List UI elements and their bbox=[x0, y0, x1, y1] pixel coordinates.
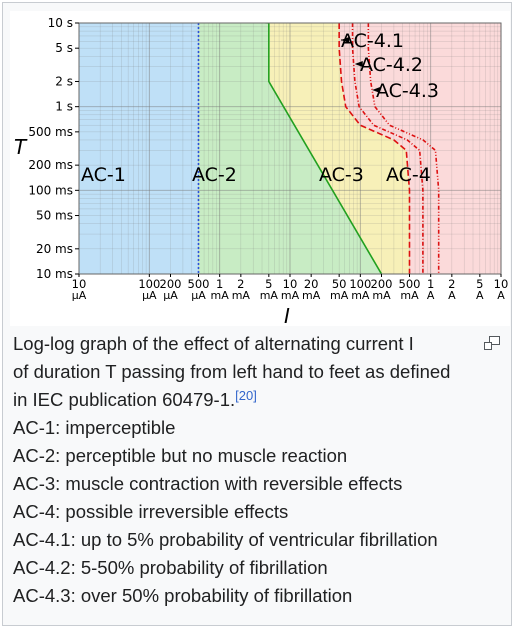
zone-label-ac1: AC-1 bbox=[81, 164, 126, 186]
x-tick-unit: mA bbox=[351, 289, 370, 302]
curve-ac4-1 bbox=[338, 23, 411, 274]
caption-line: AC-4: possible irreversible effects bbox=[13, 501, 289, 522]
reference-link[interactable]: [20] bbox=[235, 388, 257, 403]
curve-label-ac4-3: AC-4.3 bbox=[376, 80, 439, 102]
x-tick-unit: mA bbox=[330, 289, 349, 302]
curve-ac4-3 bbox=[367, 23, 440, 274]
figure-caption: Log-log graph of the effect of alternati… bbox=[13, 330, 503, 610]
x-tick-unit: mA bbox=[400, 289, 419, 302]
enlarge-icon[interactable] bbox=[484, 336, 500, 350]
iec-60479-chart[interactable]: 10 s 5 s 2 s 1 s 500 ms 200 ms 100 ms 50 ms 20 m… bbox=[10, 11, 510, 326]
caption-line: in IEC publication 60479-1.[20] bbox=[13, 388, 257, 410]
x-tick-unit: A bbox=[476, 289, 484, 302]
x-tick-label: 2 bbox=[237, 277, 244, 291]
arrow-ac4-3-head bbox=[372, 87, 381, 93]
x-tick-unit: mA bbox=[211, 289, 230, 302]
x-tick-label: 2 bbox=[448, 277, 455, 291]
x-tick-unit: mA bbox=[260, 289, 279, 302]
caption-line: AC-4.3: over 50% probability of fibrilla… bbox=[13, 585, 353, 606]
curve-label-ac4-1: AC-4.1 bbox=[341, 30, 404, 52]
x-tick-label: 10 bbox=[283, 277, 298, 291]
x-tick-label: 10 bbox=[72, 277, 87, 291]
y-tick-label: 2 s bbox=[55, 74, 73, 88]
y-tick-label: 10 s bbox=[48, 16, 73, 30]
x-tick-label: 200 bbox=[160, 277, 182, 291]
x-tick-label: 100 bbox=[138, 277, 160, 291]
caption-line: AC-4.1: up to 5% probability of ventricu… bbox=[13, 529, 438, 550]
y-tick-label: 5 s bbox=[55, 41, 73, 55]
x-tick-label: 100 bbox=[349, 277, 371, 291]
figure-thumbnail: 10 s 5 s 2 s 1 s 500 ms 200 ms 100 ms 50 ms 20 m… bbox=[2, 2, 512, 626]
zone-ac4 bbox=[339, 23, 501, 274]
x-tick-unit: mA bbox=[302, 289, 321, 302]
x-tick-unit: A bbox=[448, 289, 456, 302]
zone-label-ac3: AC-3 bbox=[319, 164, 364, 186]
caption-line: AC-4.2: 5-50% probability of fibrillatio… bbox=[13, 557, 328, 578]
y-tick-label: 200 ms bbox=[28, 158, 73, 172]
y-tick-label: 500 ms bbox=[28, 125, 73, 139]
x-tick-label: 10 bbox=[494, 277, 509, 291]
arrow-ac4-1-head bbox=[341, 37, 350, 43]
x-tick-unit: μA bbox=[142, 289, 157, 302]
caption-line: AC-1: imperceptible bbox=[13, 417, 176, 438]
x-tick-label: 500 bbox=[399, 277, 421, 291]
x-tick-unit: mA bbox=[232, 289, 251, 302]
y-tick-label: 50 ms bbox=[36, 209, 73, 223]
arrow-ac4-2-head bbox=[354, 61, 363, 67]
x-tick-label: 500 bbox=[188, 277, 210, 291]
x-tick-label: 50 bbox=[332, 277, 347, 291]
y-axis-label: T bbox=[14, 135, 28, 159]
zone-label-ac2: AC-2 bbox=[192, 164, 237, 186]
x-tick-label: 5 bbox=[265, 277, 272, 291]
x-tick-unit: A bbox=[497, 289, 505, 302]
x-tick-unit: μA bbox=[191, 289, 206, 302]
ac2-boundary-line bbox=[256, 23, 383, 274]
x-tick-unit: A bbox=[427, 289, 435, 302]
y-tick-label: 10 ms bbox=[36, 267, 73, 281]
caption-line: of duration T passing from left hand to … bbox=[13, 361, 451, 382]
y-tick-label: 20 ms bbox=[36, 242, 73, 256]
caption-line: Log-log graph of the effect of alternati… bbox=[13, 333, 414, 354]
x-tick-label: 1 bbox=[427, 277, 434, 291]
curve-ac4-2 bbox=[351, 23, 424, 274]
x-tick-unit: mA bbox=[372, 289, 391, 302]
caption-line: AC-3: muscle contraction with reversible… bbox=[13, 473, 403, 494]
y-tick-label: 100 ms bbox=[28, 183, 73, 197]
zone-label-ac4: AC-4 bbox=[386, 164, 431, 186]
x-tick-unit: μA bbox=[72, 289, 87, 302]
x-tick-unit: mA bbox=[281, 289, 300, 302]
caption-line: AC-2: perceptible but no muscle reaction bbox=[13, 445, 348, 466]
x-tick-unit: μA bbox=[163, 289, 178, 302]
y-tick-label: 1 s bbox=[55, 100, 73, 114]
curve-label-ac4-2: AC-4.2 bbox=[360, 54, 423, 76]
x-tick-label: 5 bbox=[476, 277, 483, 291]
zone-ac1 bbox=[79, 23, 199, 274]
x-axis-label: I bbox=[284, 304, 290, 326]
x-tick-label: 200 bbox=[371, 277, 393, 291]
x-tick-label: 20 bbox=[304, 277, 319, 291]
x-tick-label: 1 bbox=[216, 277, 223, 291]
